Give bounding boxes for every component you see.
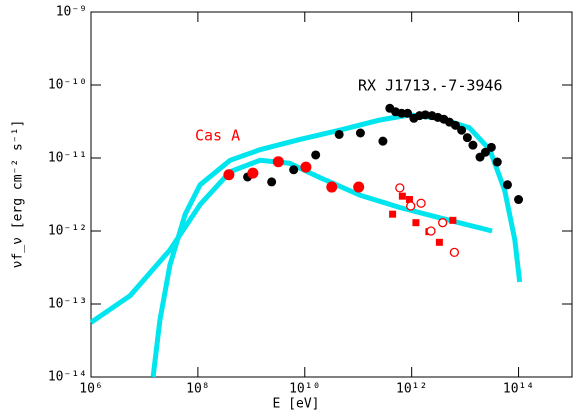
data-point [300, 161, 312, 173]
y-axis-label: νf_ν [erg cm⁻² s⁻¹] [11, 120, 26, 269]
data-point [449, 216, 457, 224]
data-point [311, 150, 321, 160]
data-point [450, 120, 460, 130]
data-point [468, 140, 478, 150]
data-point [420, 110, 430, 120]
x-tick-label: 10⁸ [186, 382, 209, 397]
data-point [353, 181, 365, 193]
y-tick-label: 10⁻¹⁰ [48, 78, 87, 93]
data-point [514, 195, 524, 205]
data-point [502, 180, 512, 190]
data-point [326, 181, 338, 193]
x-tick-label: 10¹² [396, 382, 427, 397]
data-point [395, 183, 405, 193]
data-point [457, 125, 467, 135]
data-point [412, 219, 420, 227]
data-point [398, 192, 406, 200]
data-point [480, 147, 490, 157]
plot-frame [90, 11, 573, 378]
y-tick-label: 10⁻⁹ [56, 5, 87, 20]
data-point [462, 133, 472, 143]
data-point [449, 247, 460, 257]
x-axis-label: E [eV] [273, 397, 320, 412]
data-point [403, 108, 413, 118]
data-point [406, 201, 416, 211]
data-point [438, 218, 448, 228]
y-tick-label: 10⁻¹¹ [48, 151, 87, 166]
model-curve [150, 112, 523, 378]
y-tick-label: 10⁻¹² [48, 224, 87, 239]
data-point [435, 238, 443, 246]
x-tick-label: 10⁶ [79, 382, 102, 397]
annotation: Cas A [195, 127, 240, 145]
data-point [272, 156, 284, 168]
data-point [426, 226, 436, 236]
x-tick-label: 10¹⁴ [503, 382, 534, 397]
y-tick-label: 10⁻¹⁴ [48, 370, 87, 385]
data-point [486, 142, 496, 152]
data-point [378, 136, 388, 146]
model-curve [89, 157, 493, 325]
data-point [289, 165, 299, 175]
data-point [267, 177, 277, 187]
data-point [334, 129, 344, 139]
y-tick-label: 10⁻¹³ [48, 297, 87, 312]
data-point [247, 167, 259, 179]
data-point [355, 128, 365, 138]
annotation: RX J1713.-7-3946 [358, 77, 503, 95]
x-tick-label: 10¹⁰ [289, 382, 320, 397]
data-point [416, 198, 426, 208]
data-point [223, 169, 235, 181]
data-point [389, 210, 397, 218]
data-point [405, 196, 413, 204]
data-point [492, 157, 502, 167]
